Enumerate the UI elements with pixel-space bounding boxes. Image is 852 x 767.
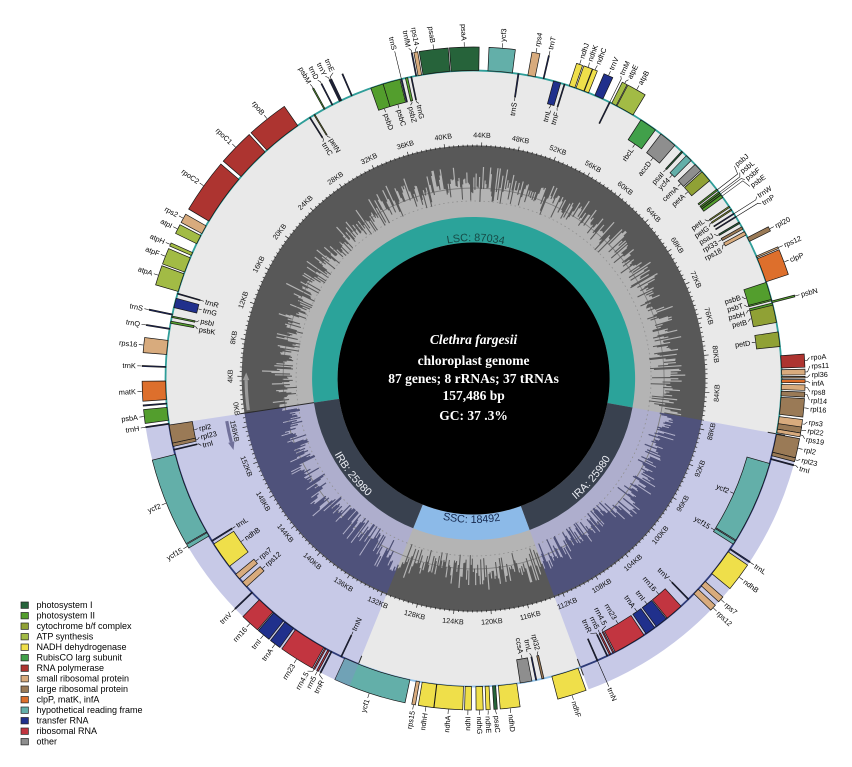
svg-text:ndhA: ndhA bbox=[442, 715, 452, 733]
svg-text:87 genes; 8 rRNAs; 37 tRNAs: 87 genes; 8 rRNAs; 37 tRNAs bbox=[388, 371, 559, 386]
svg-text:photosystem I: photosystem I bbox=[37, 600, 93, 610]
svg-text:NADH dehydrogenase: NADH dehydrogenase bbox=[37, 642, 127, 652]
svg-text:44KB: 44KB bbox=[473, 130, 491, 140]
svg-text:ndhG: ndhG bbox=[475, 716, 484, 734]
svg-text:ycf3: ycf3 bbox=[498, 28, 508, 42]
svg-text:rpl36: rpl36 bbox=[812, 370, 828, 379]
svg-text:hypothetical reading frame: hypothetical reading frame bbox=[37, 705, 143, 715]
svg-text:large ribosomal protein: large ribosomal protein bbox=[37, 684, 129, 694]
svg-text:psbA: psbA bbox=[121, 413, 139, 424]
svg-text:rpl16: rpl16 bbox=[810, 404, 827, 414]
svg-text:0KB: 0KB bbox=[231, 402, 242, 417]
svg-text:ATP synthesis: ATP synthesis bbox=[37, 632, 94, 642]
svg-text:clpP, matK, infA: clpP, matK, infA bbox=[37, 695, 100, 705]
svg-text:124KB: 124KB bbox=[442, 616, 464, 627]
svg-text:ndhD: ndhD bbox=[506, 714, 517, 732]
svg-text:rps16: rps16 bbox=[119, 338, 138, 349]
svg-text:cytochrome b/f complex: cytochrome b/f complex bbox=[37, 621, 133, 631]
svg-text:photosystem II: photosystem II bbox=[37, 611, 96, 621]
svg-text:chloroplast genome: chloroplast genome bbox=[418, 353, 530, 368]
svg-text:80KB: 80KB bbox=[711, 345, 722, 364]
svg-text:trnK: trnK bbox=[122, 361, 136, 371]
svg-text:matK: matK bbox=[119, 387, 136, 397]
svg-text:psaA: psaA bbox=[459, 24, 468, 41]
svg-text:84KB: 84KB bbox=[712, 384, 722, 402]
svg-text:small ribosomal protein: small ribosomal protein bbox=[37, 674, 130, 684]
svg-text:ribosomal RNA: ribosomal RNA bbox=[37, 726, 98, 736]
svg-text:transfer RNA: transfer RNA bbox=[37, 716, 89, 726]
svg-text:other: other bbox=[37, 737, 58, 747]
svg-text:ndhI: ndhI bbox=[463, 716, 472, 730]
svg-text:Clethra fargesii: Clethra fargesii bbox=[430, 332, 518, 347]
svg-text:GC: 37 .3%: GC: 37 .3% bbox=[439, 408, 508, 423]
svg-text:RNA polymerase: RNA polymerase bbox=[37, 663, 105, 673]
svg-text:120KB: 120KB bbox=[481, 616, 503, 627]
svg-text:4KB: 4KB bbox=[226, 369, 235, 383]
svg-text:RubisCO larg subunit: RubisCO larg subunit bbox=[37, 653, 123, 663]
svg-text:157,486 bp: 157,486 bp bbox=[442, 388, 504, 403]
